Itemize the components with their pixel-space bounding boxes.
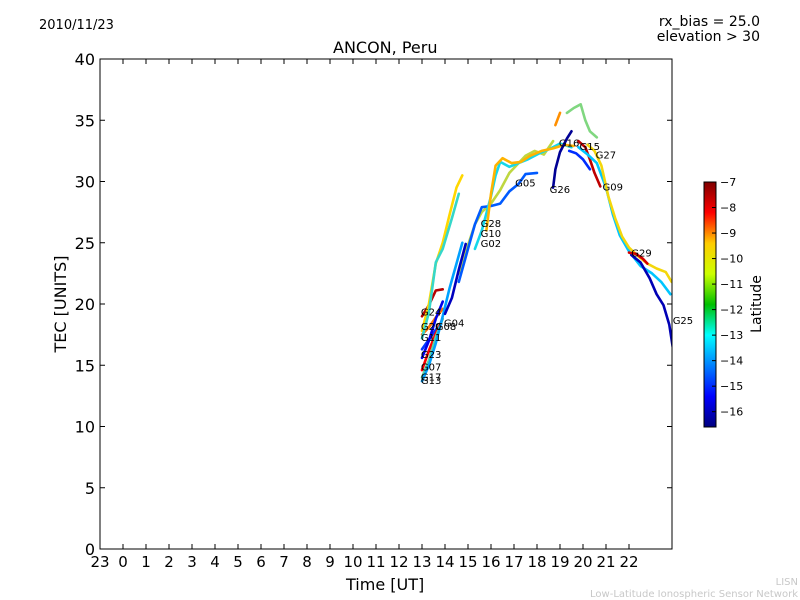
- series-line-g23: [420, 300, 445, 360]
- series-line-g24: [420, 287, 445, 318]
- x-tick-label: 7: [279, 553, 289, 571]
- x-tick-label: 18: [527, 553, 546, 571]
- satellite-label-g17: G17: [421, 372, 441, 383]
- x-tick-label: 16: [481, 553, 500, 571]
- date-label: 2010/11/23: [39, 18, 114, 33]
- x-tick-label: 2: [164, 553, 174, 571]
- colorbar-tick-label: −7: [720, 176, 736, 189]
- axes-layer: 23 0 1 2 3 4 5 6 7 8 9 10 11 12 13 14 15 16 17 18 19 20 21 2205…: [75, 50, 672, 571]
- satellite-label-g28: G28: [481, 219, 501, 230]
- colorbar-tick-label: −9: [720, 227, 736, 240]
- y-tick-label: 35: [75, 111, 95, 130]
- x-tick-label: 21: [596, 553, 615, 571]
- colorbar-tick-label: −8: [720, 202, 736, 215]
- y-tick-label: 25: [75, 234, 95, 253]
- colorbar-tick-label: −16: [720, 406, 743, 419]
- x-tick-label: 14: [435, 553, 454, 571]
- x-tick-label: 0: [118, 553, 128, 571]
- x-tick-label: 23: [90, 553, 109, 571]
- footer-org-long: Low-Latitude Ionospheric Sensor Network: [590, 589, 798, 600]
- satellite-label-g04: G04: [444, 318, 464, 329]
- series-line-g15: [565, 103, 599, 139]
- y-axis-label: TEC [UNITS]: [51, 256, 70, 354]
- satellite-label-g10: G10: [481, 229, 501, 240]
- x-axis-label: Time [UT]: [346, 575, 425, 594]
- x-tick-label: 6: [256, 553, 266, 571]
- series-line-g29: [586, 143, 672, 284]
- satellite-label-g26: G26: [550, 185, 570, 196]
- series-line-g26: [551, 130, 573, 189]
- series-line-g29b: [627, 251, 649, 265]
- satellite-label-g08: G08: [436, 322, 456, 333]
- series-line-g27: [577, 139, 602, 188]
- satellite-label-g05: G05: [515, 179, 535, 190]
- colorbar-tick-label: −12: [720, 304, 743, 317]
- x-tick-label: 3: [187, 553, 197, 571]
- plot-frame: [99, 58, 673, 550]
- series-line-g10: [443, 242, 468, 316]
- series-line-g16: [485, 143, 576, 232]
- satellite-label-g09: G09: [603, 182, 623, 193]
- series-layer: [420, 103, 672, 383]
- x-tick-label: 15: [458, 553, 477, 571]
- colorbar-label: Latitude: [749, 275, 765, 333]
- colorbar-tick-label: −13: [720, 329, 743, 342]
- satellite-label-g27: G27: [596, 151, 616, 162]
- satellite-label-g16: G16: [559, 138, 579, 149]
- x-tick-label: 1: [141, 553, 151, 571]
- colorbar-tick-label: −14: [720, 355, 743, 368]
- series-line-g02: [457, 171, 539, 284]
- x-tick-label: 8: [302, 553, 312, 571]
- x-tick-label: 11: [366, 553, 385, 571]
- x-tick-label: 22: [619, 553, 638, 571]
- series-line-g09: [577, 145, 672, 296]
- series-line-g25: [629, 253, 672, 348]
- footer-org-short: LISN: [775, 577, 798, 588]
- colorbar-tick-label: −10: [720, 253, 743, 266]
- satellite-label-g23: G23: [421, 350, 441, 361]
- x-tick-label: 20: [573, 553, 592, 571]
- satellite-label-g13: G13: [421, 376, 441, 387]
- y-tick-label: 10: [75, 418, 95, 437]
- x-tick-label: 17: [504, 553, 523, 571]
- satellite-label-g02: G02: [481, 239, 501, 250]
- y-tick-label: 30: [75, 173, 95, 192]
- x-tick-label: 19: [550, 553, 569, 571]
- chart-title: ANCON, Peru: [333, 38, 438, 57]
- x-tick-label: 13: [412, 553, 431, 571]
- satellite-label-g20: G20: [421, 322, 441, 333]
- satellite-label-g24: G24: [421, 307, 441, 318]
- satellite-label-g29: G29: [631, 249, 651, 260]
- series-line-g13: [420, 241, 464, 383]
- x-tick-label: 10: [343, 553, 362, 571]
- x-tick-label: 4: [210, 553, 220, 571]
- y-tick-label: 5: [85, 479, 95, 498]
- x-tick-label: 9: [325, 553, 335, 571]
- x-tick-label: 5: [233, 553, 243, 571]
- y-tick-label: 40: [75, 50, 95, 69]
- y-tick-label: 15: [75, 356, 95, 375]
- y-tick-label: 0: [85, 540, 95, 559]
- elevation-label: elevation > 30: [656, 29, 760, 45]
- satellite-label-g15: G15: [580, 142, 600, 153]
- series-line-g19: [554, 111, 562, 127]
- satellite-label-g11: G11: [421, 333, 441, 344]
- series-line-g12: [567, 149, 592, 171]
- rx-bias-label: rx_bias = 25.0: [658, 14, 760, 30]
- y-tick-label: 20: [75, 295, 95, 314]
- colorbar-tick-label: −11: [720, 278, 743, 291]
- x-tick-label: 12: [389, 553, 408, 571]
- satellite-label-g07: G07: [421, 362, 441, 373]
- series-line-g04: [420, 192, 461, 340]
- colorbar: [703, 181, 717, 428]
- colorbar-tick-label: −15: [720, 380, 743, 393]
- satellite-label-g25: G25: [673, 316, 693, 327]
- colorbar-ticks: −7 −8 −9 −10 −11 −12 −13 −14 −15 −16: [712, 176, 743, 419]
